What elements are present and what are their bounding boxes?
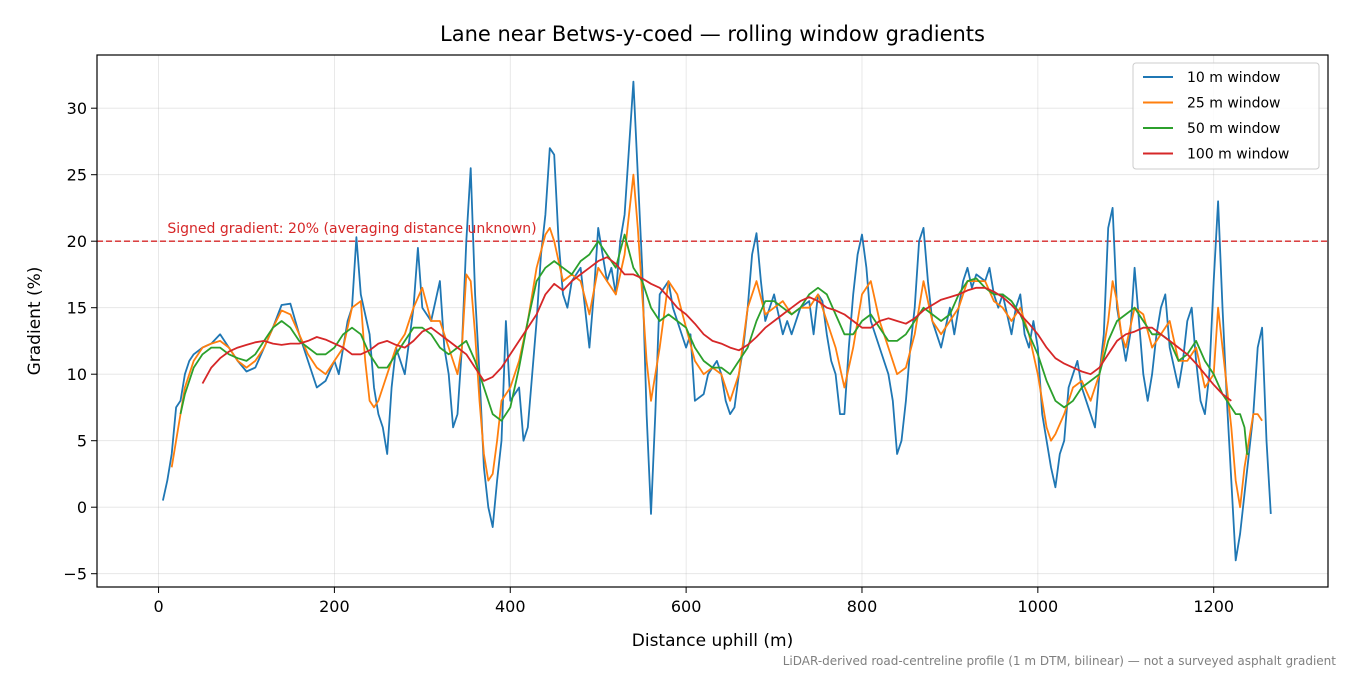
x-tick-label: 1000 xyxy=(1017,597,1058,616)
y-axis-title: Gradient (%) xyxy=(25,267,45,376)
series-group xyxy=(162,80,1272,562)
x-tick-label: 0 xyxy=(153,597,163,616)
legend-label: 10 m window xyxy=(1187,70,1280,86)
y-tick-label: −5 xyxy=(63,565,87,584)
series-line-3 xyxy=(179,233,1249,455)
x-tick-label: 800 xyxy=(847,597,878,616)
y-tick-label: 0 xyxy=(77,498,87,517)
plot-frame xyxy=(96,54,1329,588)
y-tick-label: 20 xyxy=(67,232,87,251)
legend-label: 25 m window xyxy=(1187,96,1280,112)
chart-title: Lane near Betws-y-coed — rolling window … xyxy=(440,22,985,46)
y-tick-label: 15 xyxy=(67,299,87,318)
legend-label: 100 m window xyxy=(1187,147,1289,163)
reference-line-label: Signed gradient: 20% (averaging distance… xyxy=(167,221,536,237)
legend-box xyxy=(1132,62,1320,170)
x-tick-label: 400 xyxy=(495,597,526,616)
series-line-4 xyxy=(201,256,1232,402)
footnote: LiDAR-derived road-centreline profile (1… xyxy=(783,654,1337,668)
y-axis-ticks: −5 0 5 10 15 20 25 30 xyxy=(63,99,97,584)
y-tick-label: 25 xyxy=(67,166,87,185)
y-tick-label: 5 xyxy=(77,432,87,451)
y-tick-label: 30 xyxy=(67,99,87,118)
x-axis-title: Distance uphill (m) xyxy=(632,631,793,651)
legend-label: 50 m window xyxy=(1187,121,1280,137)
series-line-2 xyxy=(170,173,1263,509)
x-tick-label: 600 xyxy=(671,597,702,616)
x-axis-ticks: 0 200 400 600 800 1000 1200 xyxy=(153,587,1234,616)
x-tick-label: 200 xyxy=(319,597,350,616)
legend: 10 m window 25 m window 50 m window 100 m w… xyxy=(1132,62,1320,170)
series-line-1 xyxy=(162,80,1272,562)
y-tick-label: 10 xyxy=(67,365,87,384)
x-tick-label: 1200 xyxy=(1193,597,1234,616)
